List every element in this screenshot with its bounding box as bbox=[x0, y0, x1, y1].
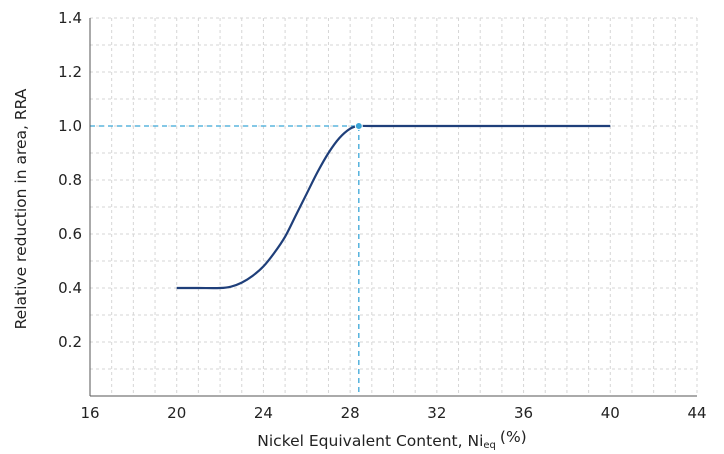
grid bbox=[90, 17, 698, 396]
x-tick-label: 24 bbox=[254, 404, 273, 422]
y-tick-label: 0.2 bbox=[58, 333, 82, 351]
axes bbox=[89, 18, 697, 397]
x-axis-label: Nickel Equivalent Content, Nieq (%) bbox=[257, 428, 526, 451]
x-tick-label: 28 bbox=[341, 404, 360, 422]
data-point-marker bbox=[354, 122, 363, 130]
x-tick-labels: 16 20 24 28 32 36 40 44 bbox=[80, 404, 706, 422]
x-tick-label: 36 bbox=[514, 404, 533, 422]
x-tick-label: 44 bbox=[687, 404, 706, 422]
y-axis-label: Relative reduction in area, RRA bbox=[12, 88, 30, 329]
x-axis-label-subscript: eq bbox=[483, 440, 496, 451]
x-tick-label: 40 bbox=[601, 404, 620, 422]
y-tick-label: 0.6 bbox=[58, 225, 82, 243]
y-tick-label: 1.2 bbox=[58, 63, 82, 81]
x-tick-label: 32 bbox=[427, 404, 446, 422]
x-tick-label: 20 bbox=[167, 404, 186, 422]
y-tick-label: 1.0 bbox=[58, 117, 82, 135]
y-tick-labels: 0.2 0.4 0.6 0.8 1.0 1.2 1.4 bbox=[58, 9, 82, 351]
x-tick-label: 16 bbox=[80, 404, 99, 422]
y-tick-label: 1.4 bbox=[58, 9, 82, 27]
marker-group bbox=[354, 122, 363, 130]
x-axis-label-main: Nickel Equivalent Content, Ni bbox=[257, 432, 483, 450]
y-tick-label: 0.4 bbox=[58, 279, 82, 297]
reference-lines bbox=[90, 125, 360, 396]
y-tick-label: 0.8 bbox=[58, 171, 82, 189]
series-group bbox=[176, 124, 611, 290]
series-line bbox=[176, 124, 611, 290]
x-axis-label-unit: (%) bbox=[500, 428, 527, 446]
